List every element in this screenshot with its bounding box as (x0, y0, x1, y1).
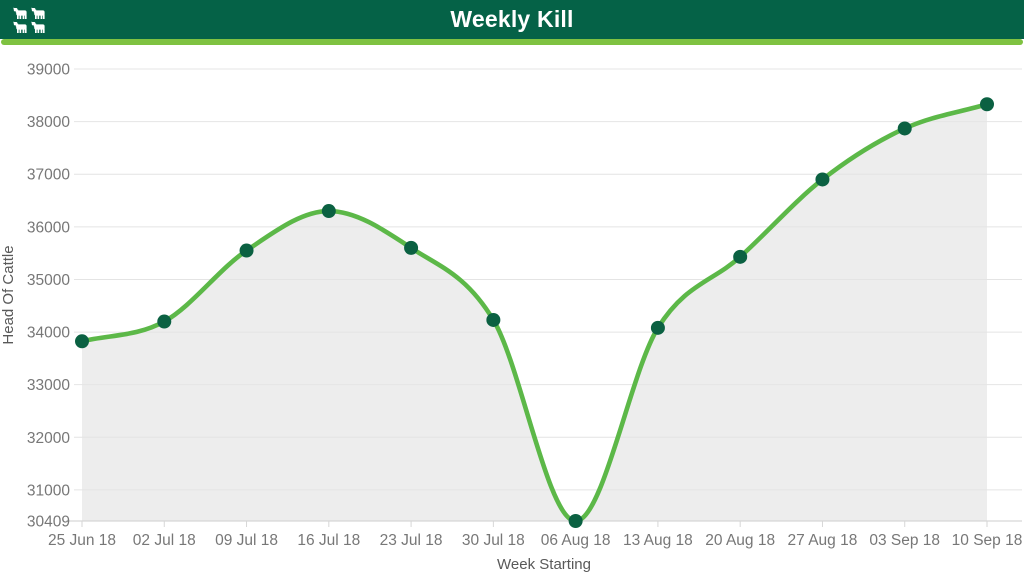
x-tick-label: 20 Aug 18 (705, 532, 775, 549)
y-tick-label: 31000 (27, 482, 70, 499)
data-point[interactable] (75, 334, 89, 349)
data-point[interactable] (897, 121, 912, 136)
y-tick-label: 39000 (27, 62, 70, 79)
y-tick-label: 34000 (27, 325, 70, 342)
x-tick-label: 02 Jul 18 (133, 532, 196, 549)
series-area (82, 104, 987, 521)
x-tick-label: 09 Jul 18 (215, 532, 278, 549)
data-point[interactable] (486, 312, 501, 327)
data-point[interactable] (568, 514, 583, 528)
x-tick-label: 06 Aug 18 (541, 532, 611, 549)
data-point[interactable] (980, 97, 994, 112)
data-point[interactable] (157, 314, 172, 329)
y-axis-title: Head Of Cattle (0, 245, 17, 344)
y-tick-label: 33000 (27, 377, 70, 394)
x-tick-label: 27 Aug 18 (788, 532, 858, 549)
x-tick-label: 30 Jul 18 (462, 532, 525, 549)
data-point[interactable] (404, 240, 419, 255)
x-axis-title: Week Starting (497, 556, 591, 573)
chart-container: 39000 38000 37000 36000 35000 34000 33000 32000… (0, 45, 1024, 579)
x-tick-label: 16 Jul 18 (297, 532, 360, 549)
y-tick-label: 35000 (27, 272, 70, 289)
x-tick-label: 13 Aug 18 (623, 532, 693, 549)
x-tick-label: 03 Sep 18 (869, 532, 940, 549)
weekly-kill-chart[interactable]: 39000 38000 37000 36000 35000 34000 33000 32000… (0, 45, 1024, 579)
header-accent-stripe (1, 39, 1023, 45)
y-tick-label: 30409 (27, 514, 70, 531)
y-tick-label: 37000 (27, 167, 70, 184)
page-title: Weekly Kill (450, 6, 574, 32)
x-tick-label: 23 Jul 18 (380, 532, 443, 549)
cattle-icon (13, 7, 45, 33)
app-header-bar: Weekly Kill (0, 0, 1024, 39)
y-tick-label: 36000 (27, 219, 70, 236)
x-tick-label: 25 Jun 18 (48, 532, 116, 549)
data-point[interactable] (321, 204, 336, 219)
y-tick-label: 38000 (27, 114, 70, 131)
x-tick-label: 10 Sep 18 (952, 532, 1023, 549)
data-point[interactable] (239, 243, 254, 258)
data-point[interactable] (650, 320, 665, 335)
data-point[interactable] (815, 172, 830, 187)
data-point[interactable] (733, 249, 748, 264)
y-tick-label: 32000 (27, 430, 70, 447)
